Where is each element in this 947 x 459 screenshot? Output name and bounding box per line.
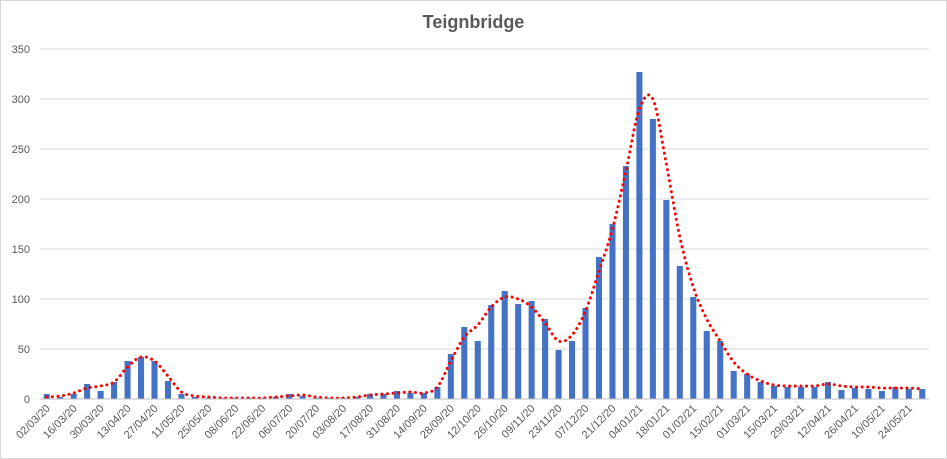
bar xyxy=(703,331,710,399)
bar xyxy=(811,387,818,399)
bar xyxy=(70,394,77,399)
bar xyxy=(609,224,616,399)
bar xyxy=(878,391,885,399)
bar xyxy=(124,361,131,399)
bar xyxy=(164,381,171,399)
bar xyxy=(730,371,737,399)
y-tick-label: 200 xyxy=(12,194,30,206)
bar xyxy=(824,382,832,399)
bar xyxy=(569,341,576,399)
bar xyxy=(515,304,522,399)
y-tick-label: 250 xyxy=(12,144,30,156)
chart-title: Teignbridge xyxy=(422,12,525,32)
bar xyxy=(784,387,791,399)
bar xyxy=(757,382,764,399)
bar xyxy=(84,384,91,399)
bar xyxy=(663,200,670,399)
bar xyxy=(474,341,481,399)
y-tick-label: 350 xyxy=(12,44,30,56)
bar xyxy=(744,374,751,399)
bar xyxy=(380,394,387,399)
bar xyxy=(97,391,104,399)
bar xyxy=(286,394,293,399)
bar xyxy=(407,393,414,399)
bar xyxy=(771,386,778,399)
bar xyxy=(191,397,198,399)
bar xyxy=(636,72,643,399)
bar xyxy=(542,319,549,399)
bar xyxy=(353,397,360,399)
bar xyxy=(528,301,535,399)
bar xyxy=(151,361,158,399)
bar xyxy=(461,327,468,399)
bar xyxy=(798,387,805,399)
bar xyxy=(111,382,118,399)
bar xyxy=(851,388,858,399)
bar xyxy=(447,354,454,399)
y-tick-label: 300 xyxy=(12,94,30,106)
bar xyxy=(622,166,629,399)
bar xyxy=(555,350,562,399)
bar xyxy=(582,308,589,399)
bar xyxy=(137,357,145,399)
bar xyxy=(488,305,495,399)
bar xyxy=(420,393,427,399)
bar xyxy=(919,389,926,399)
bar xyxy=(434,387,441,399)
bar xyxy=(393,391,400,399)
bar xyxy=(717,341,724,399)
bar xyxy=(649,119,656,399)
bar xyxy=(501,291,508,399)
bar xyxy=(865,389,872,399)
bar xyxy=(690,297,697,399)
y-tick-label: 50 xyxy=(18,344,30,356)
y-tick-label: 0 xyxy=(24,394,30,406)
bar xyxy=(299,396,306,399)
bar xyxy=(595,257,603,399)
bar xyxy=(892,387,899,399)
bar xyxy=(905,389,912,399)
bar xyxy=(676,266,683,399)
bar xyxy=(178,394,185,399)
trend-line xyxy=(45,93,924,400)
y-tick-label: 100 xyxy=(12,294,30,306)
bar xyxy=(838,390,845,399)
bar xyxy=(57,397,64,399)
y-tick-label: 150 xyxy=(12,244,30,256)
bar xyxy=(366,394,374,399)
